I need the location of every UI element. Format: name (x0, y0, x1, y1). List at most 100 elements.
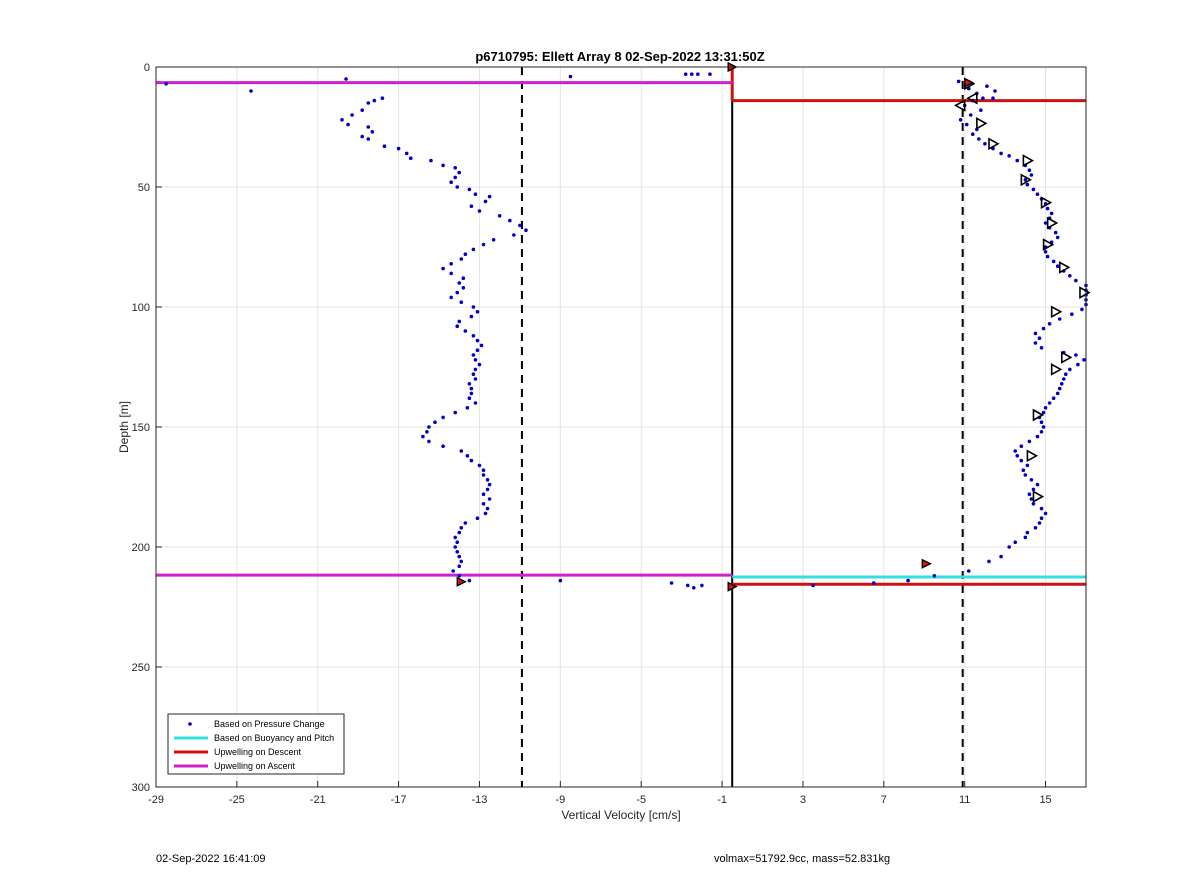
data-point (455, 550, 460, 554)
data-point (700, 583, 704, 588)
x-tick-label: -17 (391, 794, 407, 806)
data-point (471, 334, 476, 338)
data-point (475, 338, 480, 343)
data-point (473, 192, 478, 196)
data-point (1033, 526, 1038, 530)
data-point (1043, 221, 1048, 225)
legend: Based on Pressure Change Based on Buoyanc… (167, 713, 345, 775)
data-point (449, 271, 453, 276)
data-point (485, 487, 490, 492)
data-point (457, 554, 462, 559)
data-point (467, 578, 472, 583)
red-marker (964, 77, 975, 88)
red-marker (727, 581, 738, 592)
data-point (669, 581, 674, 585)
data-point (970, 132, 975, 136)
red-marker (456, 576, 467, 587)
data-point (966, 569, 971, 573)
x-tick-label: -21 (310, 794, 326, 806)
data-point (380, 96, 385, 100)
data-point (1047, 401, 1052, 405)
data-point (1045, 254, 1050, 259)
data-point (1029, 497, 1034, 501)
data-point (469, 391, 474, 396)
x-tick-label: -13 (472, 794, 488, 806)
data-point (479, 343, 484, 348)
x-tick-label: -25 (229, 794, 245, 806)
triangle-marker (1032, 490, 1045, 503)
data-point (467, 187, 472, 192)
triangle-marker (988, 137, 1000, 151)
data-point (1057, 317, 1062, 321)
data-point (370, 130, 375, 134)
data-point (467, 382, 472, 386)
volmax-mass-readout: volmax=51792.9cc, mass=52.831kg (714, 853, 891, 865)
data-point (360, 134, 365, 139)
data-point (1039, 506, 1044, 511)
data-point (483, 511, 488, 516)
data-point (467, 396, 472, 401)
triangle-marker (1032, 408, 1045, 422)
data-point (1031, 502, 1036, 506)
data-point (164, 82, 168, 86)
data-point (1068, 367, 1072, 372)
data-point (459, 559, 464, 564)
legend-label: Based on Buoyancy and Pitch (214, 733, 334, 743)
data-point (1055, 264, 1060, 269)
data-point (1041, 326, 1046, 331)
data-point (441, 415, 445, 420)
data-point (1007, 545, 1011, 549)
data-point (708, 72, 712, 76)
data-point (481, 242, 486, 247)
data-point (1051, 396, 1056, 401)
data-point (1039, 516, 1044, 520)
data-point (1055, 235, 1060, 240)
data-point (1055, 391, 1060, 396)
data-point (491, 238, 496, 242)
data-point (487, 482, 492, 487)
data-point (455, 185, 460, 189)
x-axis-label: Vertical Velocity [cm/s] (561, 808, 680, 822)
triangle-marker (1040, 196, 1053, 209)
data-point (1039, 346, 1044, 350)
data-point (449, 295, 453, 300)
data-point (968, 113, 973, 117)
x-tick-label: 15 (1039, 794, 1051, 806)
data-point (1025, 463, 1030, 468)
data-point (459, 257, 464, 261)
data-point (396, 146, 401, 151)
data-point (696, 72, 700, 76)
y-tick-label: 0 (144, 62, 150, 74)
data-point (453, 175, 458, 180)
triangle-marker (1026, 449, 1039, 463)
data-point (1029, 173, 1034, 177)
data-point (811, 583, 815, 588)
triangle-marker (1046, 216, 1059, 230)
data-point (1031, 487, 1036, 492)
data-point (469, 314, 474, 319)
data-point (1015, 454, 1020, 458)
data-point (1033, 331, 1038, 336)
triangle-marker (1042, 238, 1055, 251)
data-point (1057, 386, 1062, 391)
data-point (1035, 482, 1040, 487)
data-point (906, 578, 910, 583)
data-point (685, 583, 690, 588)
legend-label: Based on Pressure Change (214, 719, 325, 729)
data-point (451, 569, 455, 573)
print-timestamp: 02-Sep-2022 16:41:09 (156, 853, 266, 865)
data-point (461, 276, 466, 281)
data-point (1025, 182, 1030, 187)
data-point (1051, 259, 1056, 264)
legend-swatch-dot (188, 722, 192, 726)
data-point (1035, 192, 1040, 196)
data-point (433, 420, 437, 425)
data-point (481, 468, 486, 473)
data-point (360, 108, 365, 112)
data-point (1031, 187, 1036, 192)
triangle-marker (1050, 363, 1063, 376)
data-point (1041, 410, 1046, 415)
data-point (477, 209, 482, 213)
data-point (485, 478, 490, 482)
data-point (453, 410, 458, 415)
